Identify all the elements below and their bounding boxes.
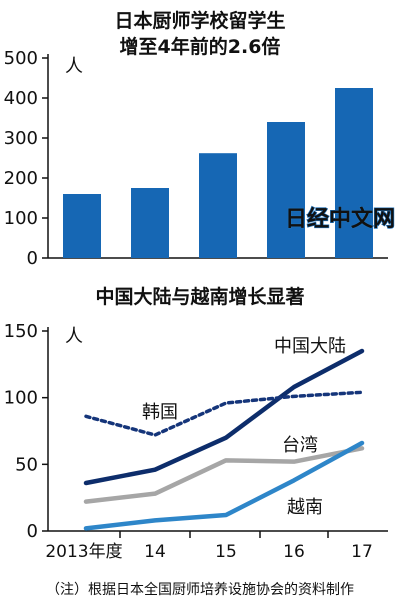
- series-label-3: 越南: [287, 497, 323, 518]
- line-chart-unit: 人: [65, 326, 83, 347]
- series-line-2: [83, 446, 365, 504]
- line-y-tick-label: 150: [4, 321, 38, 342]
- line-chart-series: [83, 348, 365, 531]
- bar-y-tick-label: 400: [4, 88, 38, 109]
- line-chart-title: 中国大陆与越南增长显著: [95, 285, 304, 308]
- bar-chart-unit: 人: [65, 56, 83, 77]
- footnote: （注）根据日本全国厨师培养设施协会的资料制作: [46, 581, 354, 598]
- bar-y-tick-label: 300: [4, 128, 38, 149]
- bar-y-tick-label: 500: [4, 48, 38, 69]
- series-label-0: 中国大陆: [274, 336, 346, 357]
- bar-chart-axis: 0 100 200 300 400 500: [4, 48, 388, 269]
- bar-2: [199, 153, 237, 258]
- series-label-1: 韩国: [142, 402, 178, 423]
- bar-chart-title-line-1: 日本厨师学校留学生: [114, 9, 285, 32]
- x-tick-label: 15: [215, 542, 237, 562]
- line-y-tick-label: 50: [15, 454, 38, 475]
- watermark-text: 日经中文网: [285, 206, 395, 232]
- bar-1: [131, 188, 169, 258]
- bar-0: [63, 194, 101, 258]
- bar-3: [267, 122, 305, 258]
- line-y-tick-label: 0: [27, 521, 38, 542]
- bar-y-tick-label: 0: [27, 248, 38, 269]
- line-chart-x-ticks: 2013年度 14 15 16 17: [45, 542, 372, 562]
- series-line-0: [83, 348, 365, 486]
- series-line-3: [83, 440, 365, 531]
- bar-4: [335, 88, 373, 258]
- bar-chart-title-line-2: 增至4年前的2.6倍: [120, 35, 281, 58]
- bar-y-tick-label: 100: [4, 208, 38, 229]
- x-tick-label: 2013年度: [45, 542, 122, 562]
- series-line-1: [84, 390, 364, 437]
- x-tick-label: 14: [144, 542, 166, 562]
- x-tick-label: 17: [351, 542, 373, 562]
- line-chart-axis: 0 50 100 150: [4, 321, 388, 542]
- bar-y-tick-label: 200: [4, 168, 38, 189]
- series-label-2: 台湾: [282, 435, 318, 456]
- line-y-tick-label: 100: [4, 388, 38, 409]
- bar-chart-bars: [63, 88, 373, 258]
- x-tick-label: 16: [283, 542, 305, 562]
